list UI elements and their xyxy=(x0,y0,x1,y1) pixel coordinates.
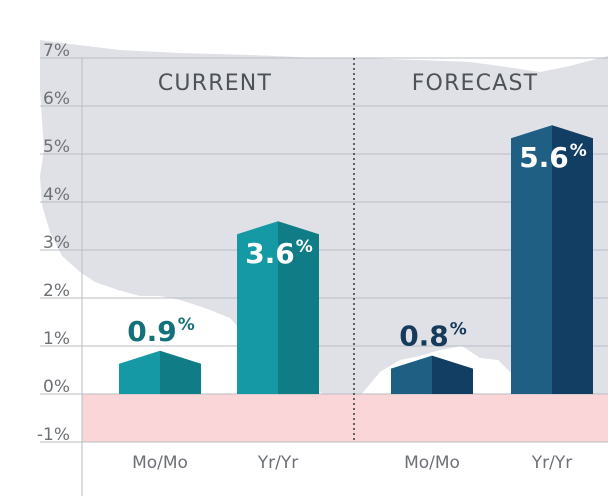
bar-side xyxy=(278,221,319,394)
value-label: 0.8 xyxy=(399,320,449,353)
y-tick-label: 5% xyxy=(43,137,70,157)
category-label: Mo/Mo xyxy=(404,453,460,473)
y-tick-label: 0% xyxy=(43,377,70,397)
y-tick-label: 3% xyxy=(43,233,70,253)
bar-front xyxy=(391,355,432,394)
category-label: Yr/Yr xyxy=(531,453,572,473)
bar-front xyxy=(237,221,278,394)
y-axis: 7% 6% 5% 4% 3% 2% 1% 0% -1% xyxy=(37,41,70,445)
y-tick-label: 4% xyxy=(43,185,70,205)
bar-side xyxy=(552,125,593,394)
percent-sign: % xyxy=(296,237,313,257)
panel-title: FORECAST xyxy=(412,71,539,96)
value-label: 3.6 xyxy=(245,237,295,270)
percent-sign: % xyxy=(450,320,467,340)
negative-band xyxy=(82,394,608,442)
bar-side xyxy=(432,355,473,394)
y-tick-label: 6% xyxy=(43,89,70,109)
percent-sign: % xyxy=(570,141,587,161)
us-map-background xyxy=(40,40,608,410)
y-tick-label: 7% xyxy=(43,41,70,61)
percent-sign: % xyxy=(178,315,195,335)
y-tick-label: 2% xyxy=(43,281,70,301)
y-tick-label: 1% xyxy=(43,329,70,349)
value-label: 5.6 xyxy=(519,141,569,174)
value-labels: CURRENT Mo/Mo 0.9 % Yr/Yr 3.6 % FORECAST Mo/Mo 0.… xyxy=(127,71,587,473)
bar-front xyxy=(511,125,552,394)
bar-side xyxy=(160,350,201,394)
value-label: 0.9 xyxy=(127,315,177,348)
category-label: Mo/Mo xyxy=(132,453,188,473)
bars xyxy=(119,125,593,394)
bar-front xyxy=(119,350,160,394)
panel-title: CURRENT xyxy=(158,71,272,96)
y-tick-label: -1% xyxy=(37,425,70,445)
category-label: Yr/Yr xyxy=(257,453,298,473)
